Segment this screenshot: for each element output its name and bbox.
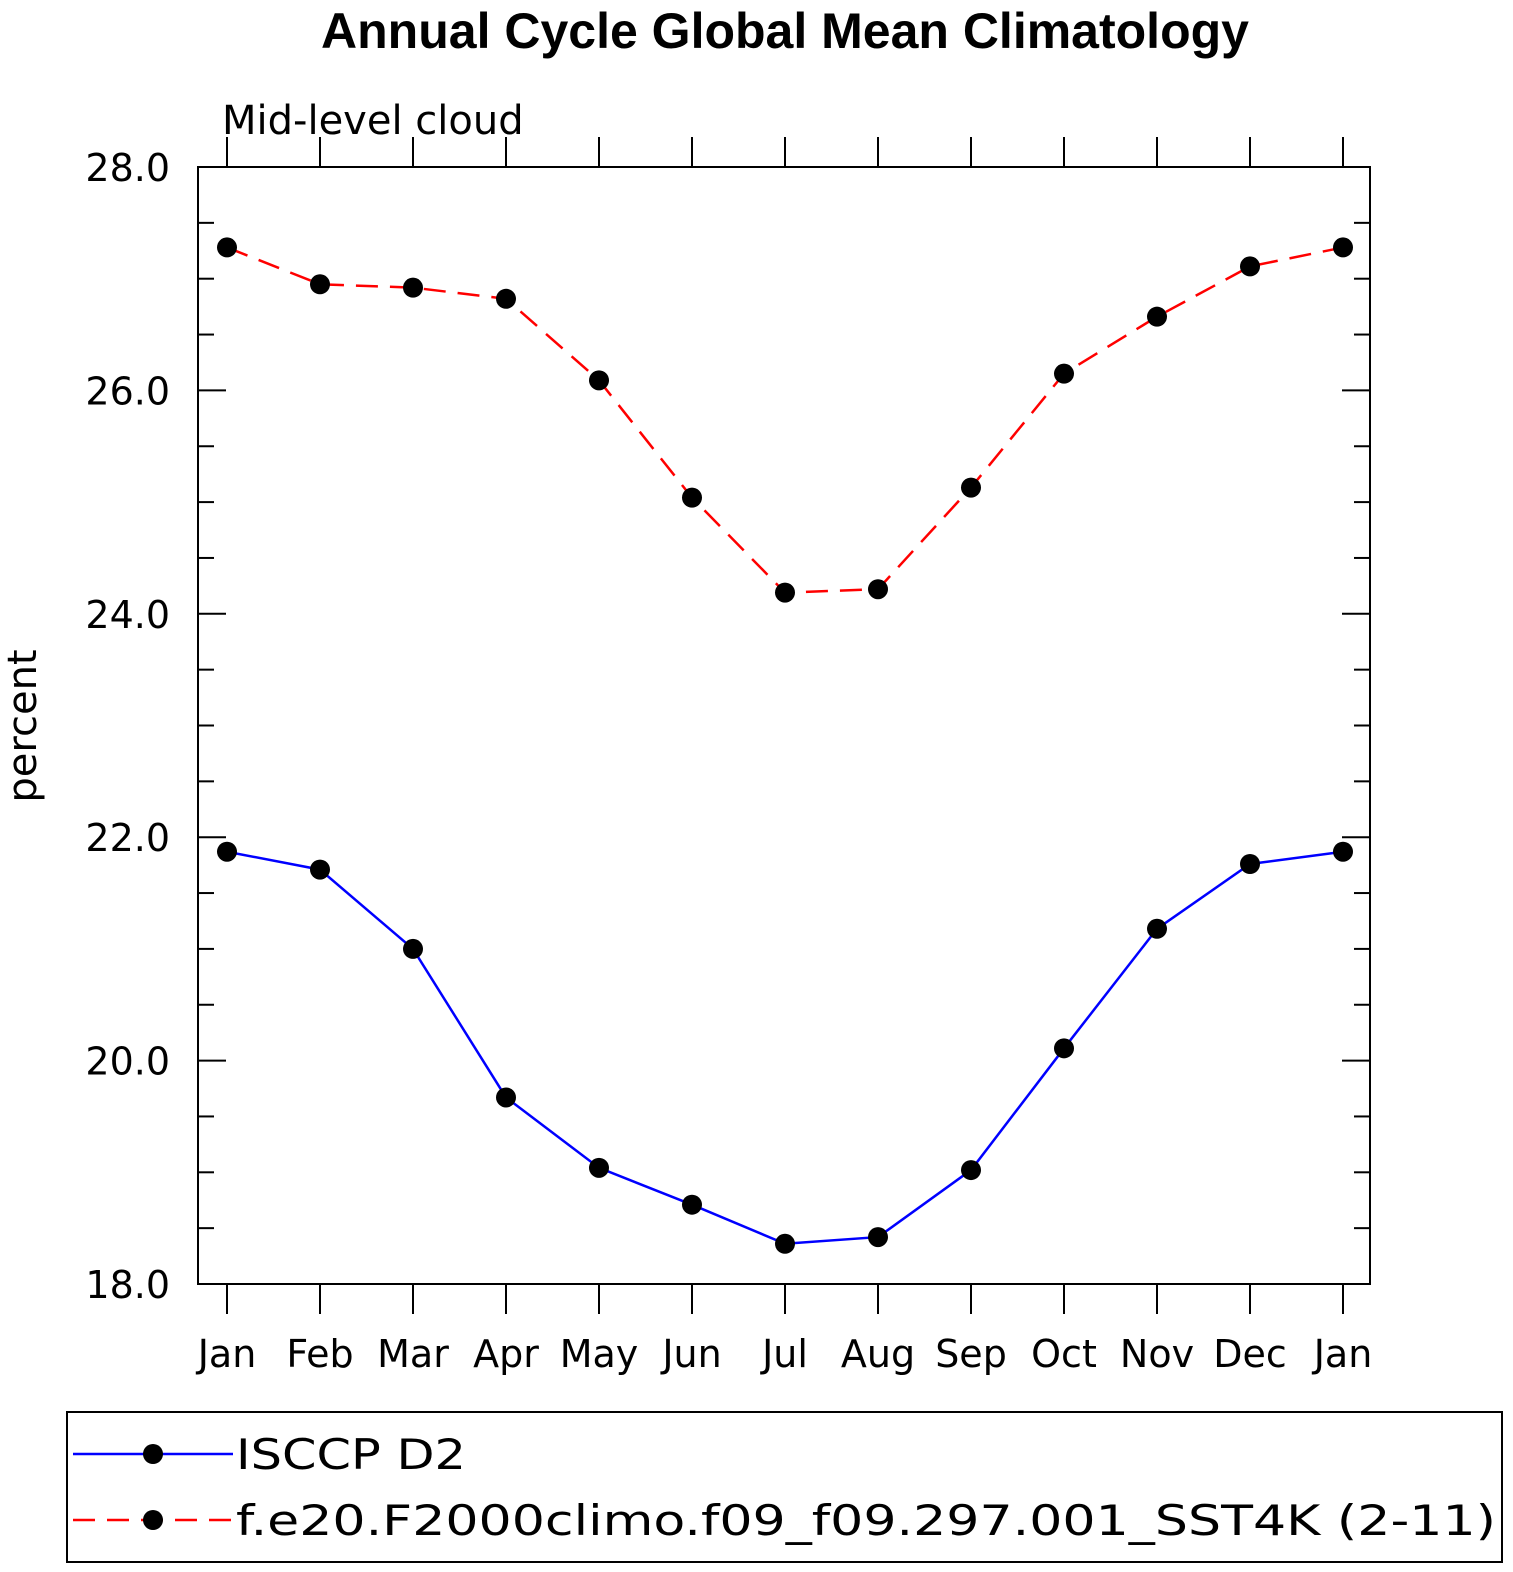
x-tick-label: Jul [760,1332,808,1376]
data-point [775,1233,795,1254]
x-tick-label: Oct [1031,1332,1097,1376]
data-point [868,579,888,600]
plot-frame [197,166,1371,1285]
x-tick-label: Nov [1120,1332,1194,1376]
data-point [961,1160,981,1181]
data-point [496,1087,516,1108]
x-tick-label: Mar [377,1332,449,1376]
y-tick-label: 28.0 [85,146,170,190]
data-point [589,370,609,391]
data-point [1240,256,1260,277]
x-tick-label: Apr [473,1332,539,1376]
x-tick-label: Dec [1213,1332,1287,1376]
data-point [1240,854,1260,875]
axes: Jan Feb Mar Apr May Jun Jul Aug Sep Oct Nov Dec Jan 1… [85,137,1372,1376]
data-point [1333,237,1353,258]
data-point [589,1157,609,1178]
data-point [682,1194,702,1215]
y-tick-label: 18.0 [85,1263,170,1307]
x-tick-label: May [560,1332,639,1376]
data-point [496,288,516,309]
data-point [682,487,702,508]
data-point [1054,363,1074,384]
x-tick-label: Feb [286,1332,353,1376]
data-point [961,477,981,498]
y-tick-label: 22.0 [85,816,170,860]
legend-marker [143,1510,163,1530]
data-point [1147,918,1167,939]
data-point [1147,306,1167,327]
series-line-1 [226,246,1344,594]
data-point [310,274,330,295]
series-layer [217,237,1353,1254]
data-point [217,237,237,258]
data-point [775,582,795,603]
data-point [868,1227,888,1248]
legend-marker [143,1444,163,1464]
x-tick-label: Sep [935,1332,1007,1376]
data-point [1333,841,1353,862]
data-point [1054,1038,1074,1059]
x-tick-label: Aug [841,1332,915,1376]
y-tick-label: 20.0 [85,1040,170,1084]
x-tick-label: Jun [660,1332,721,1376]
data-point [217,841,237,862]
data-point [403,938,423,959]
y-tick-label: 24.0 [85,593,170,637]
data-point [403,277,423,298]
data-point [310,859,330,880]
y-axis-label: percent [0,649,46,802]
chart-title: Annual Cycle Global Mean Climatology [321,3,1249,59]
x-tick-label: Jan [196,1332,257,1376]
x-tick-label: Jan [1312,1332,1373,1376]
legend-label: ISCCP D2 [236,1430,466,1479]
series-line-0 [226,850,1344,1246]
legend-frame [66,1411,1503,1563]
legend-label: f.e20.F2000climo.f09_f09.297.001_SST4K (… [236,1496,1496,1545]
y-tick-label: 26.0 [85,369,170,413]
legend: ISCCP D2 f.e20.F2000climo.f09_f09.297.001… [66,1411,1503,1563]
chart-subtitle: Mid-level cloud [222,98,524,144]
